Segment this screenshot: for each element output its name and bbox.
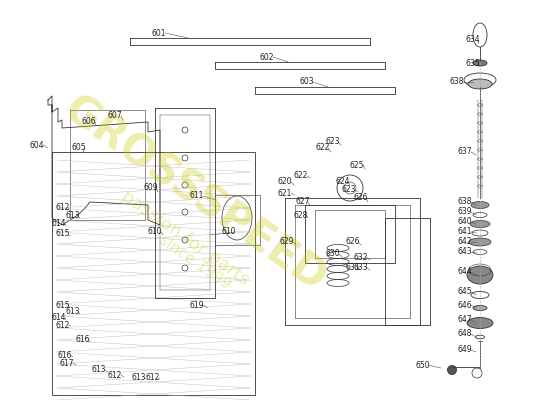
Text: 616: 616	[57, 350, 72, 360]
Text: 604: 604	[30, 140, 45, 150]
Text: 644: 644	[458, 268, 472, 276]
Circle shape	[448, 366, 456, 374]
Ellipse shape	[467, 318, 493, 328]
Text: 610: 610	[148, 228, 162, 236]
Text: 649: 649	[458, 346, 472, 354]
Text: 620: 620	[278, 178, 293, 186]
Text: 622: 622	[315, 144, 329, 152]
Ellipse shape	[468, 79, 492, 89]
Text: 643: 643	[458, 248, 472, 256]
Text: 612: 612	[108, 370, 122, 380]
Text: 627: 627	[295, 198, 310, 206]
Text: 625: 625	[350, 160, 365, 170]
Text: 612: 612	[55, 204, 69, 212]
Text: 634: 634	[465, 36, 480, 44]
Text: 646: 646	[458, 300, 472, 310]
Text: 630: 630	[326, 250, 340, 258]
Text: 602: 602	[260, 52, 274, 62]
Ellipse shape	[471, 202, 489, 208]
Text: 631: 631	[345, 262, 360, 272]
Bar	[315, 210, 385, 258]
Text: GROSSSPEED: GROSSSPEED	[56, 89, 334, 301]
Text: 641: 641	[458, 228, 472, 236]
Ellipse shape	[467, 266, 493, 284]
Text: 629: 629	[280, 238, 294, 246]
Text: 612: 612	[55, 320, 69, 330]
Text: 605: 605	[72, 144, 87, 152]
Text: 615: 615	[55, 230, 69, 238]
Text: 640: 640	[458, 218, 472, 226]
Text: 616: 616	[75, 336, 90, 344]
Text: 613: 613	[131, 374, 146, 382]
Text: 628: 628	[293, 210, 307, 220]
Text: 645: 645	[458, 288, 472, 296]
Text: 635: 635	[465, 58, 480, 68]
Text: 613: 613	[65, 212, 80, 220]
Text: 624: 624	[335, 178, 349, 186]
Text: 606: 606	[82, 118, 97, 126]
Bar	[305, 205, 395, 263]
Text: 609: 609	[143, 184, 158, 192]
Ellipse shape	[473, 306, 487, 310]
Text: 623: 623	[342, 186, 356, 194]
Text: 613: 613	[92, 366, 107, 374]
Text: 622: 622	[294, 172, 309, 180]
Text: 638: 638	[450, 78, 465, 86]
Text: 614: 614	[52, 314, 67, 322]
Text: 621: 621	[278, 188, 293, 198]
Text: 638: 638	[458, 198, 472, 206]
Text: 633: 633	[353, 262, 367, 272]
Text: 647: 647	[458, 316, 472, 324]
Ellipse shape	[469, 238, 491, 246]
Text: 626: 626	[353, 194, 367, 202]
Text: 613: 613	[65, 308, 80, 316]
Ellipse shape	[470, 220, 490, 228]
Text: 612: 612	[145, 374, 160, 382]
Text: 601: 601	[152, 28, 167, 38]
Text: 610: 610	[222, 228, 236, 236]
Text: 626: 626	[345, 238, 360, 246]
Text: 615: 615	[55, 300, 69, 310]
Text: 614: 614	[52, 220, 67, 228]
Text: 611: 611	[190, 192, 205, 200]
Ellipse shape	[473, 60, 487, 66]
Text: 603: 603	[300, 78, 315, 86]
Text: 617: 617	[60, 358, 74, 368]
Text: 607: 607	[108, 112, 123, 120]
Text: 650: 650	[415, 360, 430, 370]
Text: 623: 623	[325, 138, 339, 146]
Text: 642: 642	[458, 238, 472, 246]
Text: passion for parts: passion for parts	[118, 187, 252, 289]
Text: 632: 632	[353, 252, 367, 262]
Text: 619: 619	[190, 300, 205, 310]
Text: 648: 648	[458, 330, 472, 338]
Text: 637: 637	[458, 148, 472, 156]
Text: 639: 639	[458, 208, 472, 216]
Text: since 1999: since 1999	[156, 232, 234, 292]
